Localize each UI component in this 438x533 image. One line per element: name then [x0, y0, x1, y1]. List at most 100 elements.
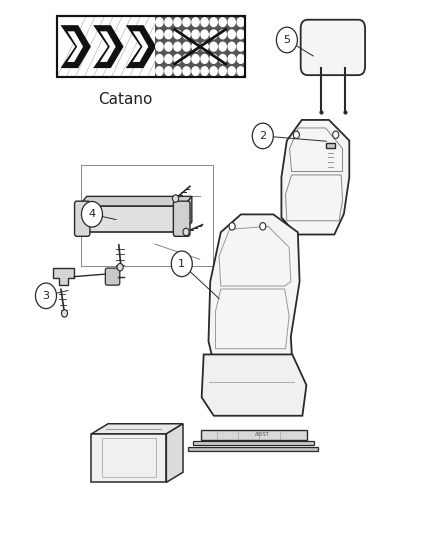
Circle shape [165, 42, 172, 51]
Polygon shape [53, 268, 74, 285]
Bar [201, 430, 307, 440]
Circle shape [156, 42, 163, 51]
FancyBboxPatch shape [173, 201, 190, 236]
Circle shape [156, 54, 163, 63]
Circle shape [174, 67, 181, 76]
Polygon shape [100, 31, 116, 62]
Circle shape [192, 42, 199, 51]
Circle shape [61, 310, 67, 317]
Circle shape [165, 67, 172, 76]
Circle shape [228, 67, 235, 76]
Polygon shape [79, 196, 192, 206]
Circle shape [192, 18, 199, 27]
FancyBboxPatch shape [300, 20, 365, 75]
Polygon shape [79, 222, 192, 231]
Bar [193, 441, 314, 446]
Circle shape [174, 30, 181, 39]
Circle shape [183, 228, 189, 236]
Circle shape [219, 42, 226, 51]
Circle shape [201, 54, 208, 63]
Text: 3: 3 [42, 291, 49, 301]
Circle shape [171, 251, 192, 277]
Circle shape [183, 67, 190, 76]
Polygon shape [92, 434, 166, 482]
Circle shape [174, 18, 181, 27]
Text: ADIST: ADIST [255, 432, 269, 438]
Circle shape [183, 42, 190, 51]
Circle shape [165, 30, 172, 39]
Circle shape [228, 42, 235, 51]
Circle shape [183, 54, 190, 63]
Circle shape [276, 27, 297, 53]
Circle shape [117, 263, 123, 271]
Text: 5: 5 [283, 35, 290, 45]
Circle shape [237, 30, 244, 39]
Circle shape [156, 18, 163, 27]
Circle shape [210, 67, 217, 76]
Circle shape [183, 30, 190, 39]
Circle shape [174, 42, 181, 51]
Text: 4: 4 [88, 209, 95, 219]
Circle shape [228, 18, 235, 27]
Circle shape [210, 30, 217, 39]
Circle shape [201, 67, 208, 76]
Circle shape [237, 54, 244, 63]
Text: 2: 2 [259, 131, 266, 141]
Circle shape [192, 67, 199, 76]
Bar [57, 16, 245, 77]
Polygon shape [93, 25, 124, 68]
Circle shape [183, 18, 190, 27]
Polygon shape [126, 25, 156, 68]
Circle shape [293, 131, 300, 139]
Text: Catano: Catano [98, 92, 152, 107]
Polygon shape [133, 31, 148, 62]
Circle shape [192, 54, 199, 63]
Polygon shape [92, 424, 183, 434]
FancyBboxPatch shape [74, 201, 90, 236]
Circle shape [174, 54, 181, 63]
Bar [57, 16, 245, 77]
Circle shape [229, 223, 235, 230]
Bar [326, 143, 335, 148]
Circle shape [237, 18, 244, 27]
Circle shape [333, 131, 339, 139]
Circle shape [173, 195, 179, 203]
Bar [79, 206, 184, 231]
Circle shape [156, 67, 163, 76]
Circle shape [192, 30, 199, 39]
Circle shape [252, 123, 273, 149]
Bar [188, 447, 318, 451]
Bar [155, 16, 245, 77]
Circle shape [210, 18, 217, 27]
Polygon shape [201, 354, 307, 416]
Polygon shape [166, 424, 183, 482]
Circle shape [219, 67, 226, 76]
Circle shape [210, 54, 217, 63]
Circle shape [201, 42, 208, 51]
Circle shape [237, 67, 244, 76]
Polygon shape [281, 120, 350, 235]
Circle shape [219, 54, 226, 63]
Circle shape [210, 42, 217, 51]
Circle shape [156, 30, 163, 39]
Circle shape [219, 30, 226, 39]
Circle shape [237, 42, 244, 51]
Circle shape [35, 283, 57, 309]
Polygon shape [60, 25, 91, 68]
Circle shape [201, 18, 208, 27]
Bar [81, 165, 213, 266]
Polygon shape [184, 196, 192, 231]
Circle shape [228, 30, 235, 39]
Circle shape [165, 18, 172, 27]
Polygon shape [208, 214, 300, 364]
Circle shape [81, 201, 102, 227]
Circle shape [201, 30, 208, 39]
Circle shape [219, 18, 226, 27]
Circle shape [260, 223, 266, 230]
Polygon shape [67, 31, 83, 62]
Circle shape [165, 54, 172, 63]
Circle shape [228, 54, 235, 63]
FancyBboxPatch shape [105, 268, 120, 285]
Bar [328, 144, 333, 173]
Text: 1: 1 [178, 259, 185, 269]
